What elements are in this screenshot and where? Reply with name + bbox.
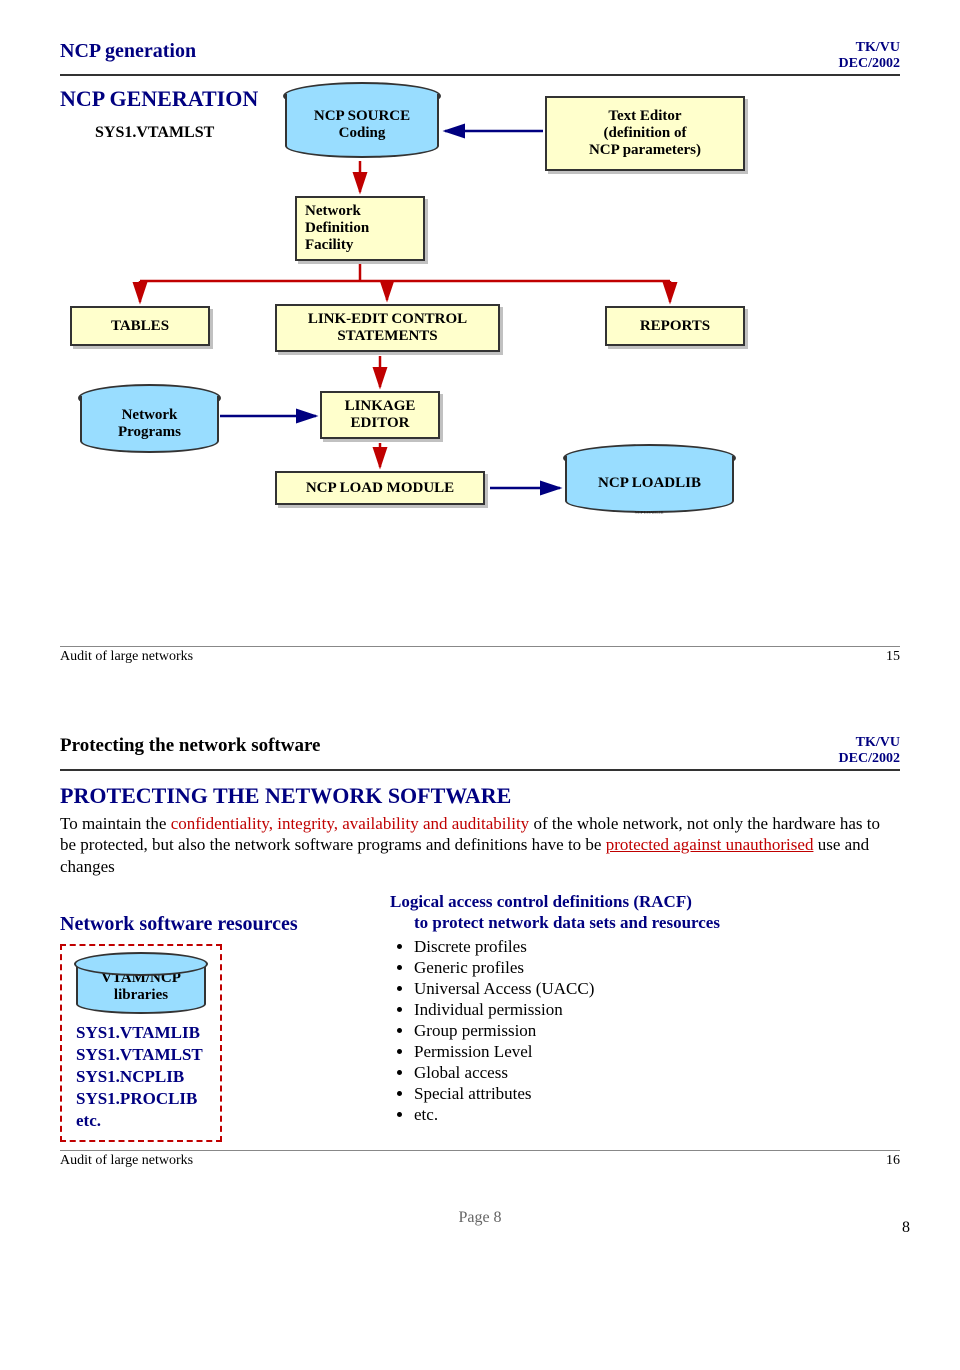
- bullet-item: Discrete profiles: [414, 937, 900, 957]
- slide-2: Protecting the network software TK/VU DE…: [60, 735, 900, 1169]
- ncp-source-l1: NCP SOURCE: [314, 108, 410, 125]
- bullet-item: Special attributes: [414, 1084, 900, 1104]
- racf-title: Logical access control definitions (RACF…: [390, 891, 900, 934]
- slide2-title: PROTECTING THE NETWORK SOFTWARE: [60, 783, 900, 809]
- vtam-cylinder: VTAM/NCP libraries: [76, 962, 206, 1014]
- ncp-diagram: NCP GENERATION SYS1.VTAMLST NCP SOURCE C…: [60, 86, 900, 626]
- page-number: 8: [902, 1219, 910, 1237]
- np-l2: Programs: [118, 424, 181, 441]
- slide1-footer: Audit of large networks 15: [60, 646, 900, 665]
- lib4: SYS1.PROCLIB: [76, 1088, 206, 1110]
- slide1-title: NCP generation: [60, 40, 196, 72]
- ncp-source-l2: Coding: [339, 125, 386, 142]
- slide2-meta: TK/VU DEC/2002: [839, 735, 900, 767]
- tables-label: TABLES: [111, 318, 169, 335]
- np-l1: Network: [122, 407, 178, 424]
- libraries-box: VTAM/NCP libraries SYS1.VTAMLIB SYS1.VTA…: [60, 944, 222, 1142]
- reports-label: REPORTS: [640, 318, 710, 335]
- intro-text: To maintain the confidentiality, integri…: [60, 813, 900, 877]
- le-l1: LINK-EDIT CONTROL: [308, 311, 467, 328]
- bullet-item: Generic profiles: [414, 958, 900, 978]
- diagram-title: NCP GENERATION: [60, 86, 258, 112]
- loadlib-cylinder: NCP LOADLIB NCP LOADLIB: [565, 456, 734, 513]
- slide2-body: PROTECTING THE NETWORK SOFTWARE To maint…: [60, 783, 900, 1142]
- slide1-header: NCP generation TK/VU DEC/2002: [60, 40, 900, 76]
- lk-l2: EDITOR: [351, 415, 410, 432]
- author2: TK/VU: [839, 735, 900, 751]
- ncp-source-cylinder: NCP SOURCE Coding: [285, 94, 439, 158]
- lib2: SYS1.VTAMLST: [76, 1044, 206, 1066]
- te-l3: NCP parameters): [589, 142, 701, 159]
- te-l2: (definition of: [604, 125, 687, 142]
- b1b: confidentiality, integrity, availability…: [171, 814, 529, 833]
- resources-title: Network software resources: [60, 913, 360, 936]
- slide2-header: Protecting the network software TK/VU DE…: [60, 735, 900, 771]
- reports-box: REPORTS: [605, 306, 745, 346]
- bullet-item: Individual permission: [414, 1000, 900, 1020]
- text-editor-box: Text Editor (definition of NCP parameter…: [545, 96, 745, 171]
- left-column: Network software resources VTAM/NCP libr…: [60, 891, 360, 1142]
- footer-left: Audit of large networks: [60, 649, 193, 665]
- lib3: SYS1.NCPLIB: [76, 1066, 206, 1088]
- lib1: SYS1.VTAMLIB: [76, 1022, 206, 1044]
- le-l2: STATEMENTS: [337, 328, 437, 345]
- date2: DEC/2002: [839, 751, 900, 767]
- bullet-item: etc.: [414, 1105, 900, 1125]
- ndf-l1: Network: [305, 203, 361, 220]
- lk-l1: LINKAGE: [345, 398, 416, 415]
- te-l1: Text Editor: [608, 108, 681, 125]
- ndf-box: Network Definition Facility: [295, 196, 425, 261]
- tables-box: TABLES: [70, 306, 210, 346]
- page-label: Page 8: [60, 1209, 900, 1227]
- bullet-item: Group permission: [414, 1021, 900, 1041]
- slide1-meta: TK/VU DEC/2002: [839, 40, 900, 72]
- footer-right2: 16: [886, 1153, 900, 1169]
- b1a: To maintain the: [60, 814, 171, 833]
- load-module-box: NCP LOAD MODULE: [275, 471, 485, 505]
- racf-l2: to protect network data sets and resourc…: [390, 913, 720, 932]
- ll-mini: NCP LOADLIB: [635, 510, 664, 515]
- racf-l1: Logical access control definitions (RACF…: [390, 892, 692, 911]
- bullet-item: Global access: [414, 1063, 900, 1083]
- racf-bullets: Discrete profiles Generic profiles Unive…: [390, 937, 900, 1125]
- lib-list: SYS1.VTAMLIB SYS1.VTAMLST SYS1.NCPLIB SY…: [76, 1022, 206, 1132]
- bullet-item: Universal Access (UACC): [414, 979, 900, 999]
- vtam-l2: libraries: [114, 987, 168, 1004]
- linkage-editor-box: LINKAGE EDITOR: [320, 391, 440, 439]
- slide2-footer: Audit of large networks 16: [60, 1150, 900, 1169]
- sys-label: SYS1.VTAMLST: [95, 124, 214, 142]
- lib5: etc.: [76, 1110, 206, 1132]
- b1d: protected against unauthorised: [606, 835, 814, 854]
- slide2-title-left: Protecting the network software: [60, 735, 320, 767]
- net-programs-cylinder: Network Programs: [80, 396, 219, 453]
- ndf-l3: Facility: [305, 237, 353, 254]
- link-edit-box: LINK-EDIT CONTROL STATEMENTS: [275, 304, 500, 352]
- footer-left2: Audit of large networks: [60, 1153, 193, 1169]
- author: TK/VU: [839, 40, 900, 56]
- right-column: Logical access control definitions (RACF…: [390, 891, 900, 1142]
- slide-1: NCP generation TK/VU DEC/2002 NCP GENERA…: [60, 40, 900, 665]
- date: DEC/2002: [839, 56, 900, 72]
- ndf-l2: Definition: [305, 220, 369, 237]
- footer-right: 15: [886, 649, 900, 665]
- lm-label: NCP LOAD MODULE: [306, 480, 454, 497]
- ll-label: NCP LOADLIB: [598, 475, 701, 492]
- bullet-item: Permission Level: [414, 1042, 900, 1062]
